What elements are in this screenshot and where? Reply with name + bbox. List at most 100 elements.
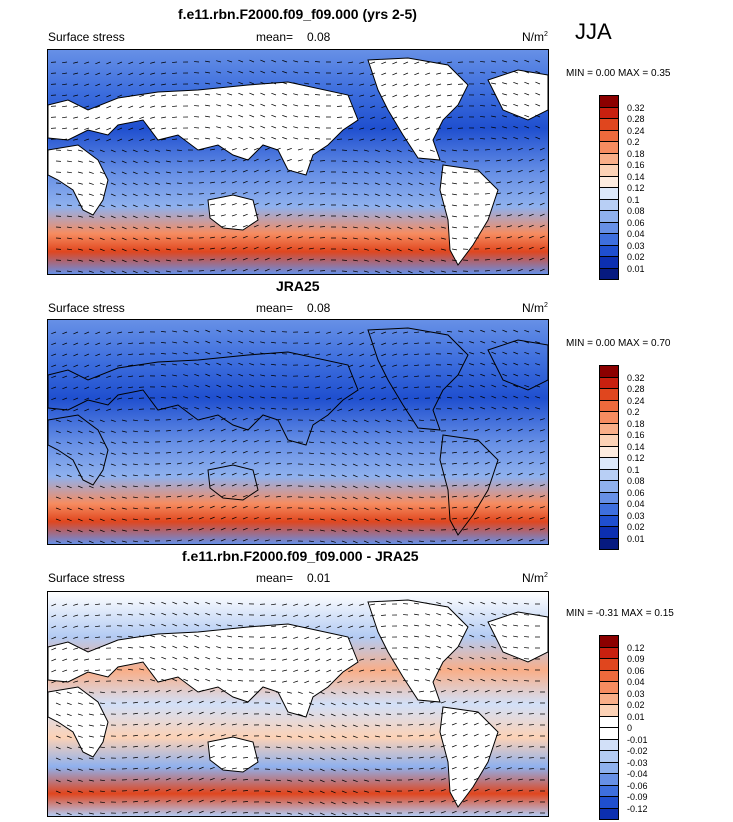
wind-arrow: [352, 204, 358, 207]
wind-arrow: [143, 215, 149, 218]
wind-arrow: [517, 527, 523, 531]
wind-arrow: [380, 680, 387, 682]
wind-arrow: [271, 680, 277, 683]
wind-arrow: [308, 203, 314, 206]
wind-arrow: [62, 72, 68, 75]
wind-arrow: [216, 624, 222, 627]
wind-arrow: [473, 744, 479, 748]
colorbar-label: -0.06: [627, 780, 648, 791]
wind-arrow: [73, 397, 79, 401]
wind-arrow: [187, 528, 193, 531]
wind-arrow: [73, 342, 79, 346]
wind-arrow: [165, 810, 171, 814]
wind-arrow: [183, 678, 189, 682]
wind-arrow: [396, 441, 402, 444]
wind-arrow: [425, 602, 431, 605]
wind-arrow: [429, 182, 435, 185]
wind-arrow: [95, 353, 101, 357]
wind-arrow: [528, 246, 534, 250]
wind-arrow: [330, 757, 336, 761]
wind-arrow: [341, 779, 347, 783]
wind-arrow: [447, 385, 453, 388]
wind-arrow: [62, 353, 68, 357]
wind-arrow: [55, 485, 61, 488]
wind-arrow: [62, 386, 68, 390]
wind-arrow: [62, 614, 68, 618]
wind-arrow: [110, 149, 116, 153]
wind-arrow: [66, 441, 72, 445]
wind-arrow: [286, 225, 292, 228]
wind-arrow: [495, 505, 501, 509]
wind-arrow: [95, 364, 101, 368]
wind-arrow: [451, 440, 457, 443]
panel-3-variable-label: Surface stress: [48, 571, 125, 585]
wind-arrow: [341, 518, 347, 522]
wind-arrow: [341, 713, 347, 717]
wind-arrow: [128, 353, 134, 356]
wind-arrow: [513, 657, 519, 660]
wind-arrow: [297, 768, 303, 771]
wind-arrow: [220, 192, 226, 195]
wind-arrow: [451, 744, 457, 748]
wind-arrow: [319, 735, 325, 739]
wind-arrow: [297, 801, 303, 804]
wind-arrow: [385, 463, 391, 467]
wind-arrow: [282, 636, 288, 639]
wind-arrow: [517, 191, 523, 195]
wind-arrow: [231, 225, 237, 228]
wind-arrow: [66, 237, 72, 240]
wind-arrow: [231, 756, 237, 759]
wind-arrow: [231, 439, 237, 443]
wind-arrow: [462, 539, 468, 542]
wind-arrow: [319, 529, 325, 532]
wind-arrow: [447, 656, 453, 660]
wind-arrow: [535, 125, 541, 129]
wind-arrow: [491, 104, 497, 107]
wind-arrow: [220, 723, 226, 726]
wind-arrow: [106, 127, 112, 131]
wind-arrow: [315, 408, 321, 411]
wind-arrow: [385, 226, 391, 230]
wind-arrow: [84, 94, 90, 97]
coastline: [207, 736, 259, 773]
wind-arrow: [132, 767, 138, 770]
wind-arrow: [491, 406, 497, 410]
wind-arrow: [341, 496, 347, 500]
wind-arrow: [242, 268, 248, 272]
wind-arrow: [502, 679, 508, 682]
wind-arrow: [165, 529, 172, 531]
wind-arrow: [440, 270, 446, 273]
wind-arrow: [220, 203, 226, 206]
wind-arrow: [249, 81, 255, 85]
wind-arrow: [94, 625, 101, 628]
wind-arrow: [380, 614, 387, 616]
wind-arrow: [205, 126, 211, 129]
wind-arrow: [209, 788, 215, 792]
wind-arrow: [216, 373, 222, 377]
wind-arrow: [216, 82, 222, 85]
wind-arrow: [348, 94, 354, 97]
wind-arrow: [73, 386, 79, 390]
colorbar-label: 0.01: [627, 711, 645, 722]
wind-arrow: [242, 757, 249, 759]
wind-arrow: [55, 540, 61, 543]
wind-arrow: [231, 527, 237, 531]
wind-arrow: [407, 430, 413, 433]
wind-arrow: [150, 635, 156, 638]
wind-arrow: [99, 237, 105, 241]
wind-arrow: [66, 801, 72, 805]
wind-arrow: [535, 59, 541, 63]
wind-arrow: [407, 182, 413, 186]
colorbar-label: 0.24: [627, 395, 645, 406]
wind-arrow: [502, 71, 508, 74]
wind-arrow: [110, 160, 116, 164]
wind-arrow: [462, 799, 468, 803]
wind-arrow: [205, 656, 211, 660]
wind-arrow: [77, 790, 83, 793]
wind-arrow: [143, 171, 149, 174]
wind-arrow: [249, 70, 255, 74]
wind-arrow: [66, 724, 72, 728]
wind-arrow: [227, 126, 233, 129]
wind-arrow: [205, 104, 211, 107]
wind-arrow: [77, 193, 83, 196]
